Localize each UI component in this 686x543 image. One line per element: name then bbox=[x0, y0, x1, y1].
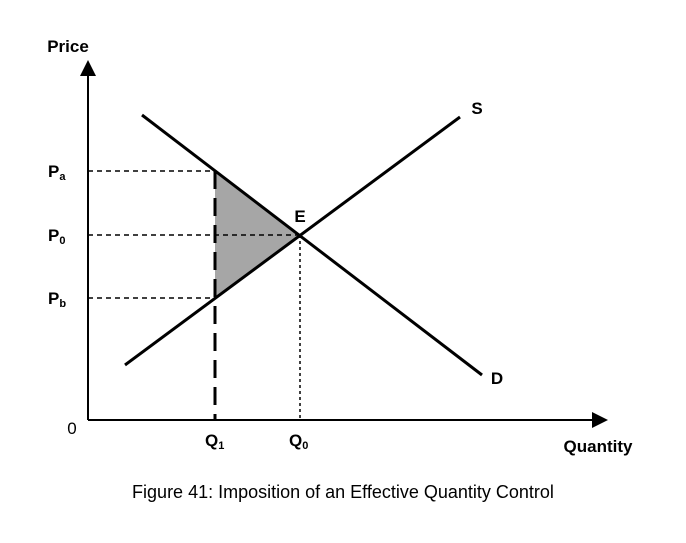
price-label: Pb bbox=[48, 289, 66, 310]
supply-curve bbox=[124, 115, 461, 367]
deadweight-loss bbox=[215, 171, 300, 298]
equilibrium-label: E bbox=[294, 207, 305, 226]
price-label: P0 bbox=[48, 226, 65, 247]
origin-label: 0 bbox=[67, 419, 76, 438]
y-axis-label: Price bbox=[47, 37, 89, 56]
quantity-label: Q1 bbox=[205, 431, 224, 452]
supply-label: S bbox=[471, 99, 482, 118]
demand-curve bbox=[141, 113, 483, 377]
quantity-label: Q0 bbox=[289, 431, 308, 452]
caption: Figure 41: Imposition of an Effective Qu… bbox=[132, 482, 554, 502]
x-axis-label: Quantity bbox=[564, 437, 633, 456]
price-label: Pa bbox=[48, 162, 66, 183]
demand-label: D bbox=[491, 369, 503, 388]
